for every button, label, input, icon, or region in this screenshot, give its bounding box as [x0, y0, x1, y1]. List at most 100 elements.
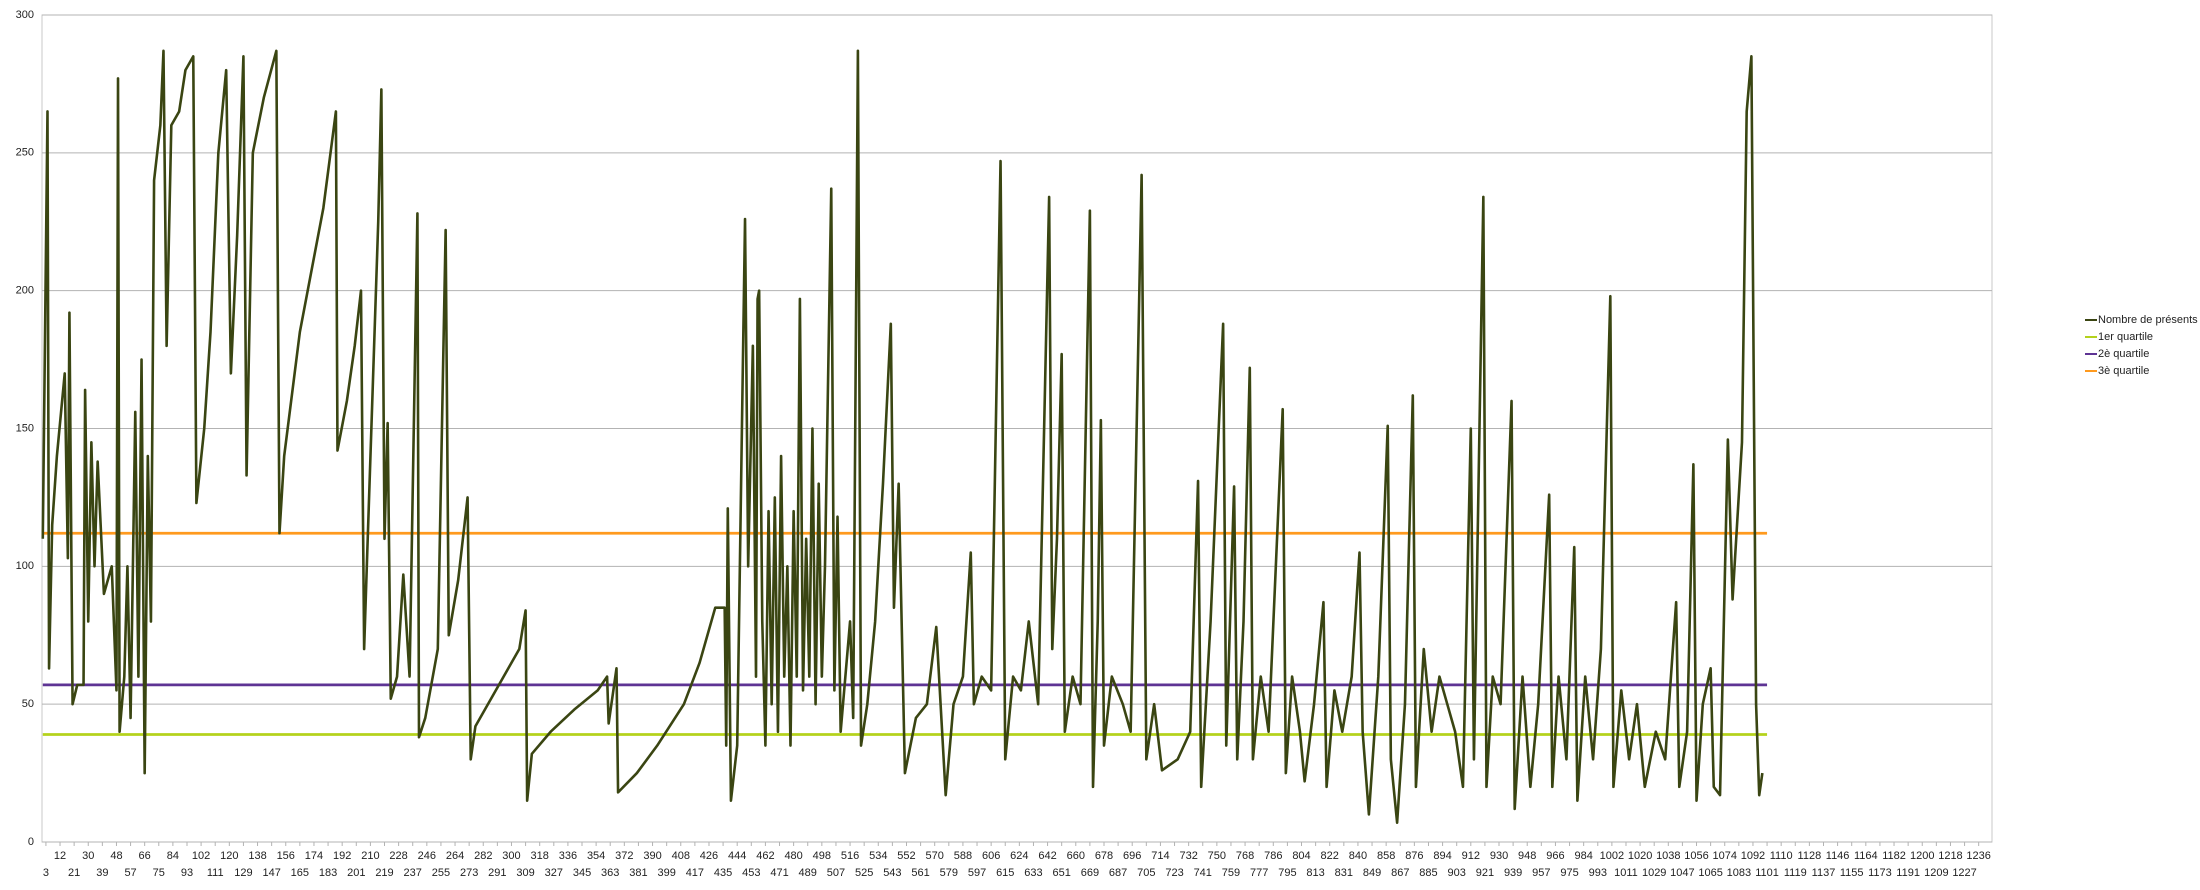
- x-tick-label: 975: [1560, 867, 1578, 879]
- legend-label: 2è quartile: [2098, 348, 2149, 360]
- x-tick-label: 660: [1067, 850, 1085, 862]
- x-tick-label: 39: [96, 867, 108, 879]
- x-tick-label: 1011: [1614, 867, 1638, 879]
- x-tick-label: 984: [1574, 850, 1592, 862]
- x-tick-label: 723: [1165, 867, 1183, 879]
- x-tick-label: 831: [1335, 867, 1353, 879]
- x-tick-label: 1110: [1770, 850, 1793, 862]
- x-tick-label: 579: [940, 867, 958, 879]
- x-tick-label: 768: [1236, 850, 1254, 862]
- x-tick-label: 1236: [1966, 850, 1990, 862]
- x-tick-label: 1002: [1600, 850, 1624, 862]
- x-tick-label: 57: [124, 867, 136, 879]
- x-tick-label: 777: [1250, 867, 1268, 879]
- x-tick-label: 516: [841, 850, 859, 862]
- x-tick-label: 561: [911, 867, 929, 879]
- x-tick-label: 624: [1010, 850, 1028, 862]
- x-tick-label: 1083: [1727, 867, 1751, 879]
- x-tick-label: 399: [657, 867, 675, 879]
- x-tick-label: 552: [897, 850, 915, 862]
- x-tick-label: 48: [110, 850, 122, 862]
- x-tick-label: 939: [1504, 867, 1522, 879]
- x-tick-label: 804: [1292, 850, 1310, 862]
- x-tick-label: 795: [1278, 867, 1296, 879]
- x-tick-label: 903: [1448, 867, 1466, 879]
- x-tick-label: 1047: [1670, 867, 1694, 879]
- x-tick-label: 183: [319, 867, 337, 879]
- x-tick-label: 759: [1222, 867, 1240, 879]
- x-tick-label: 867: [1391, 867, 1409, 879]
- y-tick-label: 100: [16, 560, 34, 572]
- x-tick-label: 390: [643, 850, 661, 862]
- x-tick-label: 417: [686, 867, 704, 879]
- x-tick-label: 354: [587, 850, 605, 862]
- x-tick-label: 705: [1137, 867, 1155, 879]
- x-tick-label: 309: [516, 867, 534, 879]
- x-tick-label: 273: [460, 867, 478, 879]
- x-tick-label: 372: [615, 850, 633, 862]
- x-tick-label: 228: [389, 850, 407, 862]
- x-tick-label: 570: [926, 850, 944, 862]
- x-tick-label: 849: [1363, 867, 1381, 879]
- x-tick-label: 534: [869, 850, 887, 862]
- x-tick-label: 1137: [1812, 867, 1836, 879]
- x-tick-label: 1029: [1642, 867, 1666, 879]
- x-tick-label: 1209: [1924, 867, 1948, 879]
- x-tick-label: 264: [446, 850, 464, 862]
- x-tick-label: 696: [1123, 850, 1141, 862]
- x-tick-label: 687: [1109, 867, 1127, 879]
- x-tick-label: 750: [1208, 850, 1226, 862]
- x-tick-label: 147: [262, 867, 280, 879]
- x-tick-label: 237: [404, 867, 422, 879]
- x-tick-label: 1200: [1910, 850, 1934, 862]
- x-tick-label: 1227: [1952, 867, 1976, 879]
- x-tick-label: 300: [502, 850, 520, 862]
- x-tick-label: 966: [1546, 850, 1564, 862]
- x-tick-label: 12: [54, 850, 66, 862]
- legend-label: 1er quartile: [2098, 331, 2153, 343]
- x-tick-label: 201: [347, 867, 365, 879]
- x-tick-label: 165: [291, 867, 309, 879]
- x-tick-label: 21: [68, 867, 80, 879]
- y-tick-label: 50: [22, 698, 34, 710]
- x-tick-label: 1020: [1628, 850, 1652, 862]
- x-tick-label: 75: [153, 867, 165, 879]
- x-tick-label: 1155: [1840, 867, 1864, 879]
- x-tick-label: 129: [234, 867, 252, 879]
- x-tick-label: 1056: [1684, 850, 1708, 862]
- x-tick-label: 858: [1377, 850, 1395, 862]
- x-tick-label: 66: [139, 850, 151, 862]
- x-tick-label: 993: [1589, 867, 1607, 879]
- x-tick-label: 1038: [1656, 850, 1680, 862]
- x-tick-label: 615: [996, 867, 1014, 879]
- x-tick-label: 1128: [1798, 850, 1822, 862]
- x-tick-label: 669: [1081, 867, 1099, 879]
- x-tick-label: 498: [813, 850, 831, 862]
- x-tick-label: 714: [1151, 850, 1169, 862]
- x-tick-label: 912: [1462, 850, 1480, 862]
- x-tick-label: 543: [883, 867, 901, 879]
- x-tick-label: 1074: [1712, 850, 1736, 862]
- x-tick-label: 120: [220, 850, 238, 862]
- y-tick-label: 0: [28, 836, 34, 848]
- x-tick-label: 345: [573, 867, 591, 879]
- y-tick-label: 150: [16, 422, 34, 434]
- legend-label: Nombre de présents: [2098, 314, 2198, 326]
- x-tick-label: 786: [1264, 850, 1282, 862]
- x-tick-label: 174: [305, 850, 323, 862]
- x-tick-label: 642: [1038, 850, 1056, 862]
- x-tick-label: 336: [559, 850, 577, 862]
- x-tick-label: 327: [545, 867, 563, 879]
- x-tick-label: 1146: [1826, 850, 1850, 862]
- x-tick-label: 219: [375, 867, 393, 879]
- x-tick-label: 1182: [1882, 850, 1906, 862]
- x-tick-label: 525: [855, 867, 873, 879]
- x-tick-label: 282: [474, 850, 492, 862]
- x-tick-label: 840: [1349, 850, 1367, 862]
- y-tick-label: 200: [16, 285, 34, 297]
- x-tick-label: 246: [418, 850, 436, 862]
- x-tick-label: 93: [181, 867, 193, 879]
- x-tick-label: 741: [1194, 867, 1212, 879]
- x-tick-label: 1065: [1698, 867, 1722, 879]
